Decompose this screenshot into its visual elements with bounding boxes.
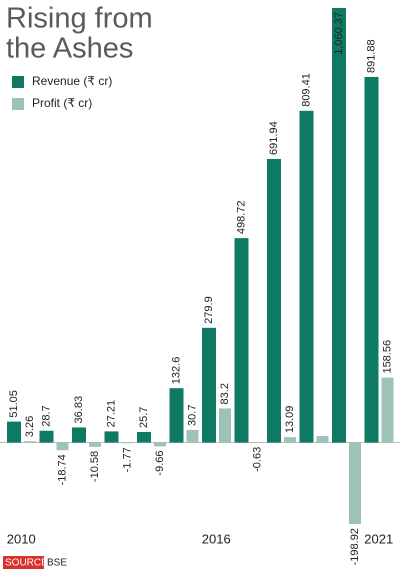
- chart-title-line: Rising from: [6, 3, 153, 35]
- revenue-bar: [202, 327, 216, 443]
- profit-bar: [251, 442, 264, 444]
- value-label: 498.72: [235, 200, 247, 234]
- value-label: 1,060.37: [333, 12, 345, 55]
- source-box: [3, 556, 44, 569]
- source: BSE: [47, 558, 67, 569]
- value-label: -198.92: [349, 528, 361, 565]
- value-label: -10.58: [89, 451, 101, 482]
- value-label: -1.77: [121, 447, 133, 472]
- revenue-bar: [39, 430, 54, 443]
- profit-bar: [186, 429, 199, 443]
- source-label: SOURCE: [5, 558, 48, 569]
- revenue-bar: [364, 77, 379, 443]
- value-label: 30.7: [186, 405, 198, 426]
- profit-bar: [24, 441, 36, 443]
- profit-bar: [349, 442, 361, 525]
- x-tick-label: 2021: [364, 531, 393, 546]
- x-tick-label: 2016: [202, 531, 231, 546]
- value-label: 132.6: [170, 357, 182, 385]
- value-label: -9.66: [154, 450, 166, 475]
- profit-bar: [121, 442, 134, 444]
- value-label: 83.2: [219, 383, 231, 404]
- value-label: 36.83: [73, 396, 85, 424]
- profit-bar: [89, 442, 101, 447]
- value-label: 27.21: [105, 400, 117, 428]
- profit-bar: [381, 377, 394, 443]
- profit-bar: [56, 442, 69, 451]
- value-label: 13.09: [284, 406, 296, 434]
- profit-bar: [316, 435, 329, 443]
- revenue-bar: [332, 7, 346, 443]
- revenue-bar: [169, 388, 184, 443]
- value-label: 25.7: [138, 407, 150, 428]
- value-label: -18.74: [56, 454, 68, 485]
- profit-bar: [219, 408, 231, 443]
- value-label: 51.05: [8, 390, 20, 418]
- legend-label: Profit (₹ cr): [32, 96, 92, 110]
- revenue-bar: [72, 427, 86, 443]
- value-label: 158.56: [381, 340, 393, 374]
- revenue-bar: [299, 110, 314, 443]
- chart-title-line: the Ashes: [6, 33, 133, 65]
- legend-label: Revenue (₹ cr): [32, 74, 112, 88]
- revenue-bar: [267, 158, 281, 443]
- profit-bar: [154, 442, 166, 447]
- legend-swatch: [12, 76, 24, 88]
- value-label: 809.41: [300, 73, 312, 107]
- x-tick-label: 2010: [7, 531, 36, 546]
- revenue-bar: [104, 431, 119, 443]
- revenue-bar: [234, 238, 249, 443]
- value-label: 691.94: [268, 121, 280, 155]
- revenue-bar: [7, 421, 21, 443]
- revenue-bar: [137, 432, 151, 443]
- value-label: 28.7: [40, 405, 52, 426]
- profit-bar: [284, 437, 296, 443]
- value-label: -0.63: [251, 447, 263, 472]
- value-label: 279.9: [203, 296, 215, 324]
- value-label: 891.88: [365, 39, 377, 73]
- value-label: 3.26: [24, 416, 36, 437]
- legend-swatch: [12, 98, 24, 110]
